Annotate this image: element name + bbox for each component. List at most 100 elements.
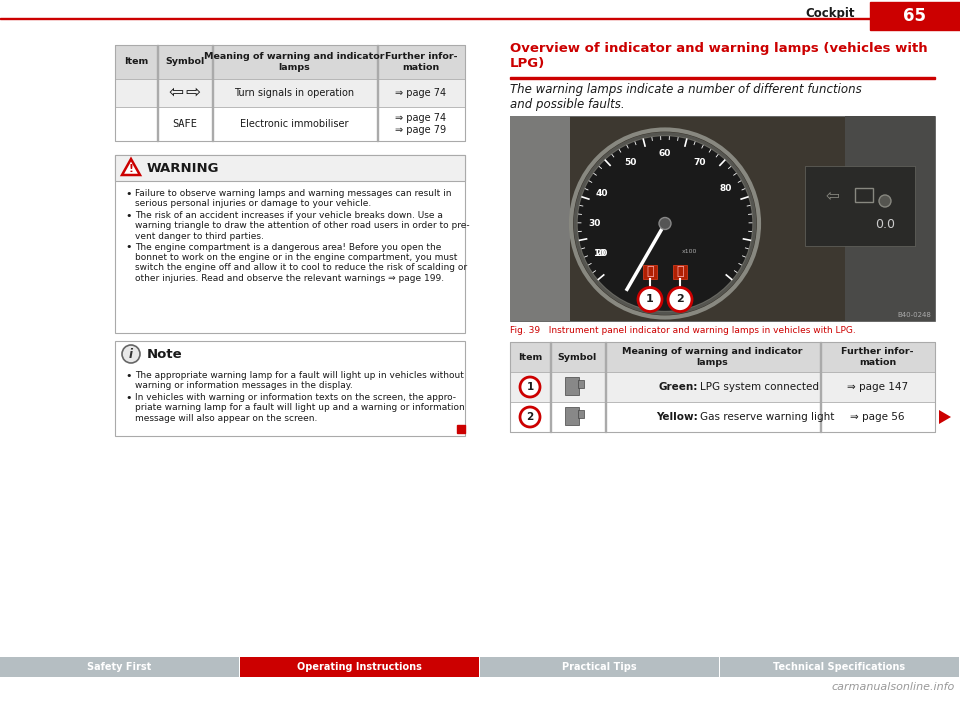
Bar [643,264,657,278]
Text: !: ! [129,164,133,174]
Bar [115,79,465,107]
Bar [510,77,935,79]
Bar [870,2,960,30]
Text: ⇦: ⇦ [169,84,184,102]
Circle shape [879,195,891,207]
Bar [510,342,935,372]
Bar [510,372,935,402]
Bar [720,657,959,677]
Text: The engine compartment is a dangerous area! Before you open the
bonnet to work o: The engine compartment is a dangerous ar… [135,243,468,283]
Text: Symbol: Symbol [165,57,204,67]
Text: 0.0: 0.0 [875,218,895,231]
Text: In vehicles with warning or information texts on the screen, the appro-
priate w: In vehicles with warning or information … [135,393,465,423]
Bar [855,188,873,202]
Circle shape [577,135,753,311]
Text: ⇒ page 147: ⇒ page 147 [847,382,908,392]
Text: 10: 10 [593,249,605,258]
Bar [115,107,465,141]
Text: B40-0248: B40-0248 [898,312,931,318]
Bar [480,657,719,677]
Bar [510,402,935,432]
Text: The warning lamps indicate a number of different functions
and possible faults.: The warning lamps indicate a number of d… [510,83,862,111]
Text: Operating Instructions: Operating Instructions [297,662,422,672]
Text: 70: 70 [694,158,707,168]
Text: Symbol: Symbol [558,353,597,362]
Text: x100: x100 [683,249,698,254]
Text: 20: 20 [595,249,608,257]
Text: Meaning of warning and indicator
lamps: Meaning of warning and indicator lamps [204,53,385,72]
Text: 50: 50 [624,158,636,168]
Bar [115,155,465,181]
Bar [0,18,870,19]
Text: ⛽: ⛽ [676,265,684,278]
Text: 65: 65 [903,7,926,25]
Text: 2: 2 [526,412,534,422]
Bar [115,45,465,141]
Circle shape [638,287,662,311]
Bar [510,116,935,321]
Bar [115,341,465,436]
Text: 30: 30 [588,219,601,228]
Bar [240,657,479,677]
Bar [0,657,239,677]
Circle shape [122,345,140,363]
Circle shape [520,407,540,427]
Text: Failure to observe warning lamps and warning messages can result in
serious pers: Failure to observe warning lamps and war… [135,189,451,208]
Bar [510,342,935,432]
Bar [115,45,465,79]
Text: Green:: Green: [659,382,698,392]
Circle shape [520,377,540,397]
Text: Turn signals in operation: Turn signals in operation [234,88,354,98]
Text: •: • [125,393,132,403]
Text: Overview of indicator and warning lamps (vehicles with
LPG): Overview of indicator and warning lamps … [510,42,927,70]
Text: 80: 80 [719,184,732,193]
Bar [845,116,935,321]
Text: LPG system connected: LPG system connected [701,382,820,392]
Text: Further infor-
mation: Further infor- mation [385,53,457,72]
Text: 1: 1 [646,294,654,304]
Text: ⇒ page 74: ⇒ page 74 [396,88,446,98]
Circle shape [668,287,692,311]
Text: 2: 2 [676,294,684,304]
Polygon shape [122,159,140,175]
Bar [578,410,584,418]
Bar [564,377,579,395]
Text: Meaning of warning and indicator
lamps: Meaning of warning and indicator lamps [622,347,803,367]
Text: WARNING: WARNING [147,161,220,175]
Text: Technical Specifications: Technical Specifications [774,662,905,672]
Text: 60: 60 [659,149,671,158]
Text: Practical Tips: Practical Tips [563,662,636,672]
Bar [673,264,687,278]
Text: Item: Item [124,57,148,67]
Text: SAFE: SAFE [172,119,197,129]
Text: i: i [129,348,133,360]
Bar [805,166,915,246]
Bar [457,425,465,433]
Text: Electronic immobiliser: Electronic immobiliser [240,119,348,129]
Circle shape [659,217,671,229]
Text: The appropriate warning lamp for a fault will light up in vehicles without
warni: The appropriate warning lamp for a fault… [135,371,464,390]
Text: The risk of an accident increases if your vehicle breaks down. Use a
warning tri: The risk of an accident increases if you… [135,211,469,241]
Text: 40: 40 [595,189,608,198]
Text: Yellow:: Yellow: [656,412,698,422]
Text: •: • [125,243,132,252]
Text: Gas reserve warning light: Gas reserve warning light [701,412,835,422]
Bar [578,380,584,388]
Bar [564,407,579,425]
Text: •: • [125,211,132,221]
Bar [510,116,570,321]
Text: ⇦: ⇦ [826,187,840,205]
Text: Note: Note [147,348,182,360]
Text: Fig. 39   Instrument panel indicator and warning lamps in vehicles with LPG.: Fig. 39 Instrument panel indicator and w… [510,326,855,335]
Text: Further infor-
mation: Further infor- mation [841,347,914,367]
Bar [115,155,465,333]
Text: carmanualsonline.info: carmanualsonline.info [831,682,955,692]
Text: ⛽: ⛽ [646,265,654,278]
Text: ⇒ page 74
⇒ page 79: ⇒ page 74 ⇒ page 79 [396,113,446,135]
Text: ⇒ page 56: ⇒ page 56 [851,412,904,422]
Polygon shape [939,410,951,424]
Text: Cockpit: Cockpit [805,6,855,20]
Text: 1: 1 [526,382,534,392]
Text: •: • [125,189,132,199]
Text: Safety First: Safety First [87,662,152,672]
